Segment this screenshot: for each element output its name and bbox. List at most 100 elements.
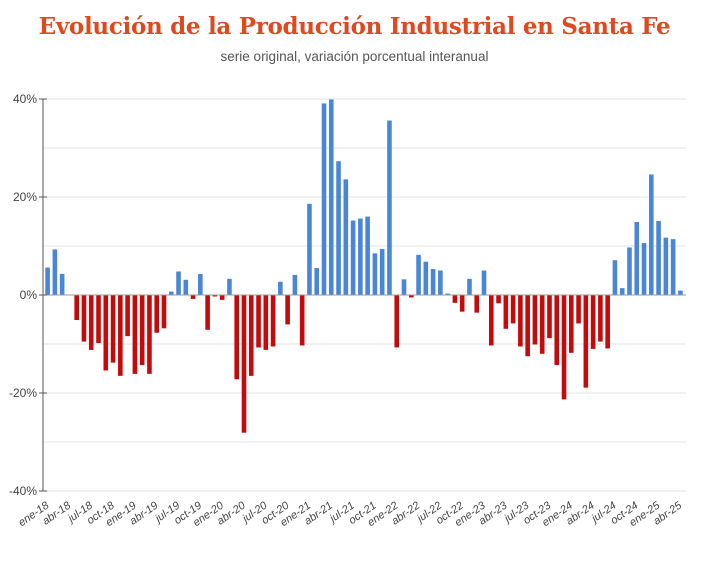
y-tick-label: 20% (13, 190, 37, 204)
bar-nov-20 (292, 274, 298, 295)
bar-may-18 (74, 295, 79, 320)
bar-ago-19 (183, 279, 189, 295)
bar-ene-18 (45, 267, 50, 295)
bar-ene-23 (481, 270, 487, 295)
bar-mar-20 (234, 295, 240, 380)
bar-ene-24 (568, 295, 574, 353)
bar-abr-21 (328, 99, 334, 296)
bar-oct-23 (547, 295, 552, 339)
bar-jun-18 (81, 295, 87, 342)
bar-sep-23 (539, 295, 545, 354)
bar-feb-18 (52, 249, 58, 295)
bar-sep-22 (452, 295, 458, 303)
bar-abr-23 (503, 295, 509, 329)
bar-feb-21 (314, 268, 320, 295)
bar-sep-19 (190, 295, 196, 299)
bar-mar-19 (147, 295, 152, 374)
bar-abr-19 (154, 295, 160, 333)
bar-jun-23 (518, 295, 523, 347)
bar-ene-20 (219, 295, 225, 300)
bar-sep-20 (278, 281, 283, 295)
x-tick-labels: ene-18abr-18jul-18oct-18ene-19abr-19jul-… (16, 499, 684, 529)
bar-oct-18 (110, 295, 116, 363)
y-tick-label: 40% (13, 92, 37, 106)
bar-jul-20 (263, 295, 269, 350)
bar-ago-18 (96, 295, 101, 344)
bar-feb-25 (663, 237, 669, 295)
bar-ago-22 (445, 293, 450, 295)
bar-ago-23 (532, 295, 538, 345)
bar-oct-22 (459, 295, 465, 312)
bar-oct-20 (285, 295, 290, 325)
bar-abr-20 (241, 295, 247, 433)
bar-abr-24 (590, 295, 596, 349)
bar-mar-24 (583, 295, 589, 388)
bar-feb-23 (488, 295, 494, 346)
bar-dic-20 (299, 295, 305, 346)
y-tick-label: -20% (9, 386, 37, 400)
bar-may-24 (598, 295, 603, 342)
bar-dic-23 (561, 295, 567, 400)
chart-title: Evolución de la Producción Industrial en… (38, 13, 671, 40)
bar-abr-22 (416, 254, 421, 295)
bar-dic-21 (387, 120, 392, 295)
bar-sep-18 (103, 295, 109, 371)
bar-nov-18 (118, 295, 123, 376)
bar-jun-24 (605, 295, 610, 349)
bar-jun-20 (256, 295, 261, 348)
bar-mar-21 (321, 103, 327, 295)
bar-nov-19 (205, 295, 210, 330)
bar-mar-23 (496, 295, 501, 304)
bar-feb-22 (401, 279, 407, 295)
bar-feb-19 (139, 295, 145, 366)
y-tick-label: -40% (9, 484, 37, 498)
bar-jul-19 (176, 271, 181, 295)
bar-dic-18 (125, 295, 130, 337)
bar-jul-22 (438, 270, 443, 295)
bar-jun-19 (168, 291, 174, 295)
bar-feb-20 (227, 278, 232, 295)
bar-sep-21 (365, 216, 370, 295)
bar-jun-21 (343, 179, 349, 295)
bar-nov-23 (554, 295, 560, 366)
bar-dic-19 (212, 295, 218, 297)
bar-ago-20 (270, 295, 276, 347)
axes (39, 98, 686, 492)
bar-jul-21 (350, 220, 356, 295)
bar-jul-24 (612, 260, 618, 295)
bar-ene-22 (394, 295, 400, 348)
bar-may-20 (248, 295, 254, 376)
bar-may-23 (510, 295, 516, 324)
bar-dic-22 (474, 295, 480, 313)
bar-ene-19 (132, 295, 138, 374)
bar-ene-21 (307, 203, 312, 295)
bar-may-22 (423, 261, 429, 295)
y-tick-label: 0% (20, 288, 38, 302)
bar-feb-24 (576, 295, 581, 324)
bar-ago-21 (358, 218, 363, 295)
bar-nov-22 (467, 278, 472, 295)
bar-mar-18 (59, 273, 65, 295)
bar-jun-22 (430, 269, 436, 295)
bar-ago-24 (619, 288, 625, 295)
bar-jul-18 (88, 295, 94, 350)
bar-may-19 (161, 295, 167, 329)
bar-mar-22 (408, 295, 414, 298)
bar-mar-25 (670, 239, 676, 295)
bar-jul-23 (525, 295, 530, 357)
gridlines (43, 98, 686, 492)
bar-abr-25 (678, 290, 683, 295)
bar-may-21 (336, 161, 341, 295)
bar-oct-24 (634, 221, 640, 295)
bar-oct-21 (372, 253, 378, 295)
bar-sep-24 (627, 247, 632, 295)
bar-nov-24 (641, 243, 647, 295)
bar-nov-21 (379, 248, 385, 295)
y-tick-labels: 40% 20% 0% -20% -40% (9, 92, 37, 498)
bars (45, 99, 683, 433)
chart-subtitle: serie original, variación porcentual int… (220, 49, 489, 64)
bar-oct-19 (198, 273, 203, 295)
bar-dic-24 (649, 174, 654, 295)
bar-ene-25 (656, 221, 661, 295)
